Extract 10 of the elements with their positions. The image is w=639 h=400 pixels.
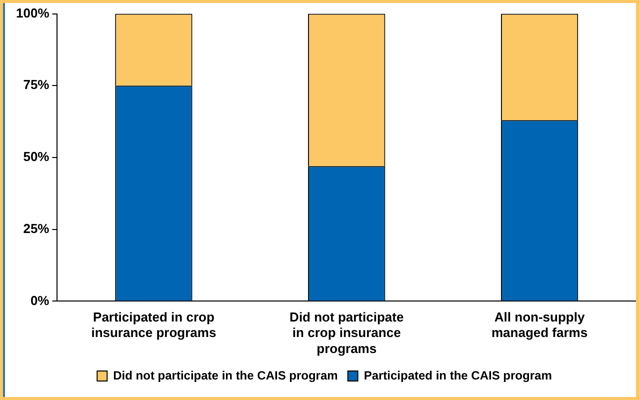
y-tick-label: 75% [23, 77, 50, 92]
legend-label: Participated in the CAIS program [364, 368, 552, 382]
x-tick-label: Participated in crop insurance programs [91, 310, 216, 340]
y-tick-label: 100% [16, 5, 50, 20]
y-tick-label: 25% [23, 220, 50, 236]
x-tick-label: All non-supply managed farms [491, 310, 588, 340]
y-tick-label: 50% [23, 149, 50, 164]
x-tick-label: Did not participate in crop insurance programs [290, 310, 404, 356]
legend-label: Did not participate in the CAIS program [113, 368, 338, 382]
y-tick-label: 0% [30, 292, 50, 308]
